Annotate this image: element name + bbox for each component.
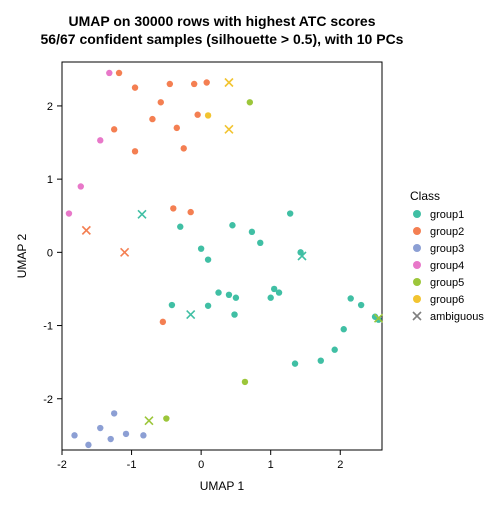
- data-point-group5: [163, 415, 169, 421]
- data-point-group3: [71, 432, 77, 438]
- data-point-group3: [85, 442, 91, 448]
- data-point-group2: [194, 112, 200, 118]
- x-tick-label: 1: [268, 459, 274, 471]
- umap-scatter: -2 -1 0 1 2 -2 -1 0 1 2 UMAP 1 UMAP 2 UMAP on 30000 …: [0, 0, 504, 504]
- data-point-group1: [267, 295, 273, 301]
- data-point-group1: [205, 256, 211, 262]
- data-point-group1: [318, 357, 324, 363]
- data-point-group2: [181, 145, 187, 151]
- data-point-group3: [97, 425, 103, 431]
- data-point-group1: [198, 245, 204, 251]
- data-point-group2: [149, 116, 155, 122]
- data-point-group1: [233, 295, 239, 301]
- data-point-group1: [205, 303, 211, 309]
- legend-title: Class: [410, 189, 440, 203]
- data-point-group2: [187, 209, 193, 215]
- data-point-group2: [132, 84, 138, 90]
- data-point-group3: [107, 436, 113, 442]
- x-tick-label: 2: [337, 459, 343, 471]
- y-tick-label: 1: [47, 174, 53, 186]
- x-tick-label: -1: [127, 459, 137, 471]
- data-point-group3: [123, 431, 129, 437]
- legend-label: group2: [430, 226, 464, 238]
- chart-title-line2: 56/67 confident samples (silhouette > 0.…: [41, 31, 404, 47]
- legend-label: group5: [430, 277, 464, 289]
- legend-label: ambiguous: [430, 311, 484, 323]
- chart-title-line1: UMAP on 30000 rows with highest ATC scor…: [68, 13, 375, 29]
- data-point-group1: [169, 302, 175, 308]
- plot-panel: [62, 62, 382, 450]
- data-point-group1: [276, 289, 282, 295]
- data-point-group1: [331, 347, 337, 353]
- legend-swatch: [413, 244, 421, 252]
- x-tick-label: 0: [198, 459, 204, 471]
- data-point-group4: [97, 137, 103, 143]
- data-point-group5: [242, 379, 248, 385]
- data-point-group2: [170, 205, 176, 211]
- data-point-group2: [191, 81, 197, 87]
- legend-label: group1: [430, 209, 464, 221]
- data-point-group1: [347, 295, 353, 301]
- data-point-group3: [140, 432, 146, 438]
- data-point-group1: [215, 289, 221, 295]
- legend-swatch: [413, 227, 421, 235]
- data-point-group1: [292, 360, 298, 366]
- data-point-group1: [177, 224, 183, 230]
- legend-label: group4: [430, 260, 464, 272]
- data-point-group1: [229, 222, 235, 228]
- data-point-group2: [132, 148, 138, 154]
- y-axis-label: UMAP 2: [15, 233, 29, 278]
- data-point-group1: [226, 292, 232, 298]
- legend-swatch: [413, 210, 421, 218]
- data-point-group1: [231, 311, 237, 317]
- data-point-group2: [158, 99, 164, 105]
- legend-swatch: [413, 295, 421, 303]
- data-point-group4: [106, 70, 112, 76]
- data-point-group6: [205, 112, 211, 118]
- y-tick-label: 0: [47, 247, 53, 259]
- data-point-group2: [203, 79, 209, 85]
- data-point-group5: [247, 99, 253, 105]
- data-point-group3: [111, 410, 117, 416]
- data-point-group2: [160, 319, 166, 325]
- data-point-group4: [66, 210, 72, 216]
- x-tick-label: -2: [57, 459, 67, 471]
- y-tick-label: -2: [43, 394, 53, 406]
- legend-label: group6: [430, 294, 464, 306]
- data-point-group2: [116, 70, 122, 76]
- data-point-group1: [257, 240, 263, 246]
- data-point-group1: [341, 326, 347, 332]
- legend-label: group3: [430, 243, 464, 255]
- y-tick-label: 2: [47, 101, 53, 113]
- data-point-group1: [287, 210, 293, 216]
- data-point-group2: [174, 125, 180, 131]
- data-point-group1: [249, 229, 255, 235]
- x-axis-label: UMAP 1: [200, 479, 245, 493]
- legend-swatch: [413, 261, 421, 269]
- data-point-group2: [111, 126, 117, 132]
- data-point-group1: [358, 302, 364, 308]
- data-point-group4: [78, 183, 84, 189]
- data-point-group2: [167, 81, 173, 87]
- y-tick-label: -1: [43, 321, 53, 333]
- legend-swatch: [413, 278, 421, 286]
